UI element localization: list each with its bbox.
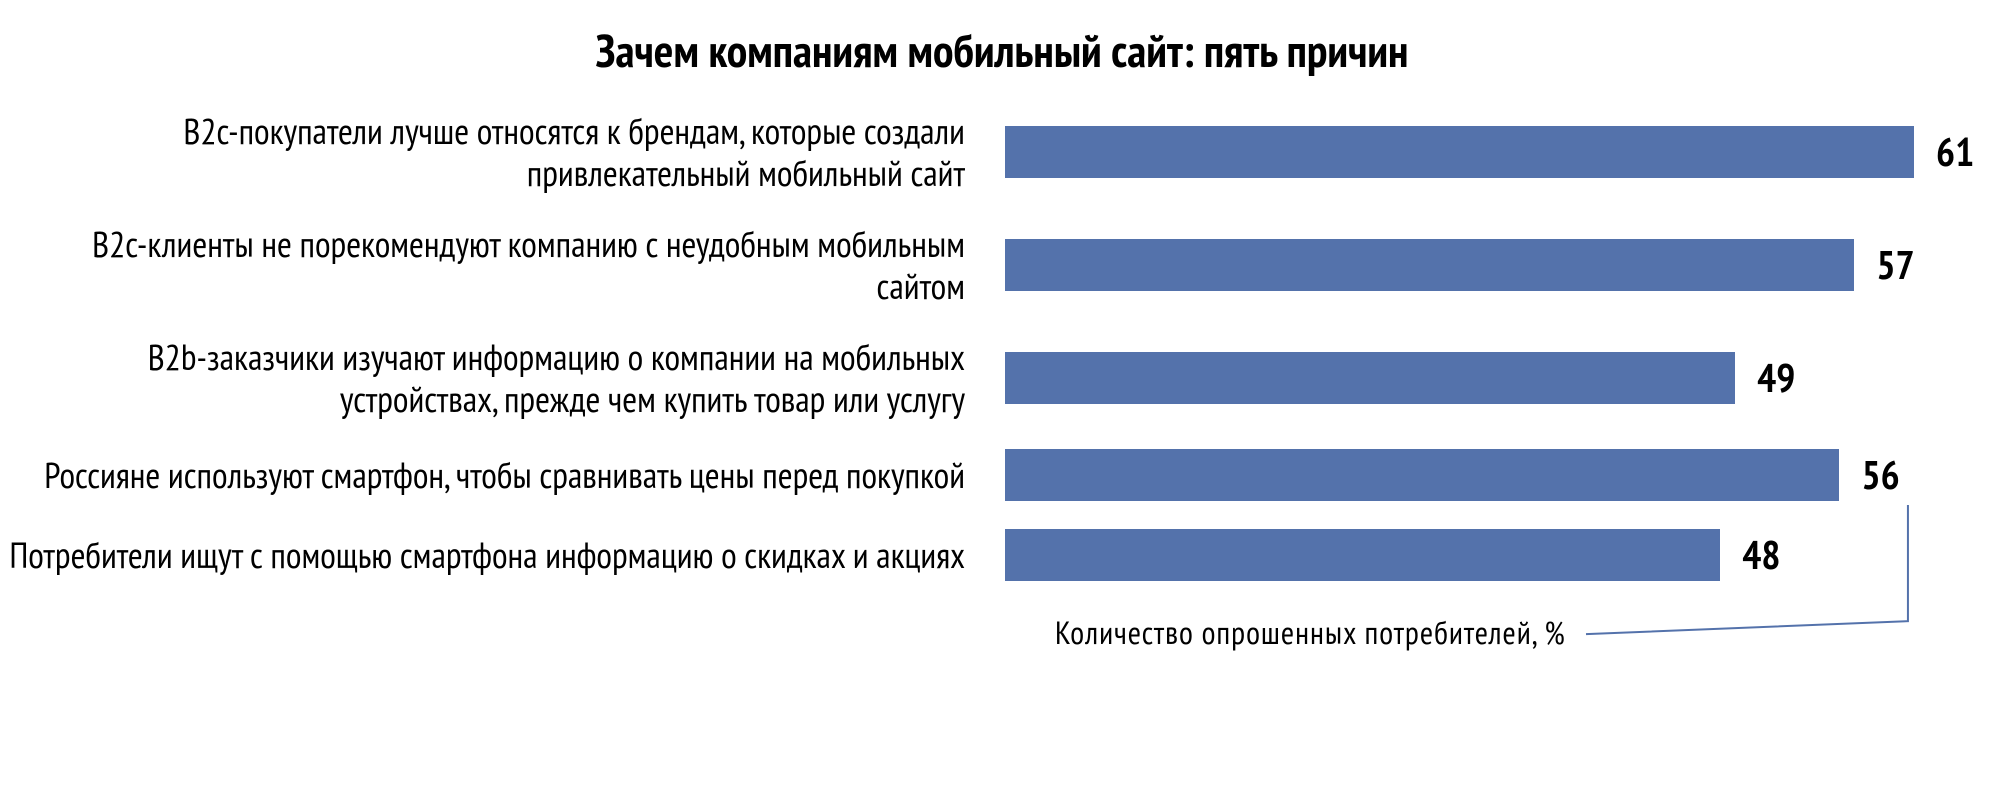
chart-footer-note: Количество опрошенных потребителей, % [1055,611,1566,653]
bar-value: 49 [1757,352,1795,404]
chart-container: Зачем компаниям мобильный сайт: пять при… [0,20,2004,609]
bar-value: 57 [1876,239,1914,291]
bar-value: 61 [1936,126,1974,178]
chart-body: В2с-покупатели лучше относятся к брендам… [0,110,2004,581]
chart-row: В2с-клиенты не порекомендуют компанию с … [0,223,2004,308]
bar-area: 61 [1005,126,2004,178]
bar [1005,239,1854,291]
bar [1005,529,1720,581]
bar-label: В2с-покупатели лучше относятся к брендам… [0,110,1005,195]
chart-title: Зачем компаниям мобильный сайт: пять при… [0,20,2004,80]
chart-row: В2b-заказчики изучают информацию о компа… [0,336,2004,421]
chart-row: Россияне используют смартфон, чтобы срав… [0,449,2004,501]
chart-row: В2с-покупатели лучше относятся к брендам… [0,110,2004,195]
bar [1005,449,1839,501]
bar [1005,126,1914,178]
bar-label: В2b-заказчики изучают информацию о компа… [0,336,1005,421]
bar-label: Россияне используют смартфон, чтобы срав… [0,454,1005,496]
bar-label: Потребители ищут с помощью смартфона инф… [0,534,1005,576]
bar-value: 48 [1742,529,1780,581]
bar-area: 49 [1005,352,2004,404]
bar-value: 56 [1861,449,1899,501]
bar-area: 56 [1005,449,2004,501]
bar [1005,352,1735,404]
bar-label: В2с-клиенты не порекомендуют компанию с … [0,223,1005,308]
bar-area: 57 [1005,239,2004,291]
bar-area: 48 [1005,529,2004,581]
chart-row: Потребители ищут с помощью смартфона инф… [0,529,2004,581]
